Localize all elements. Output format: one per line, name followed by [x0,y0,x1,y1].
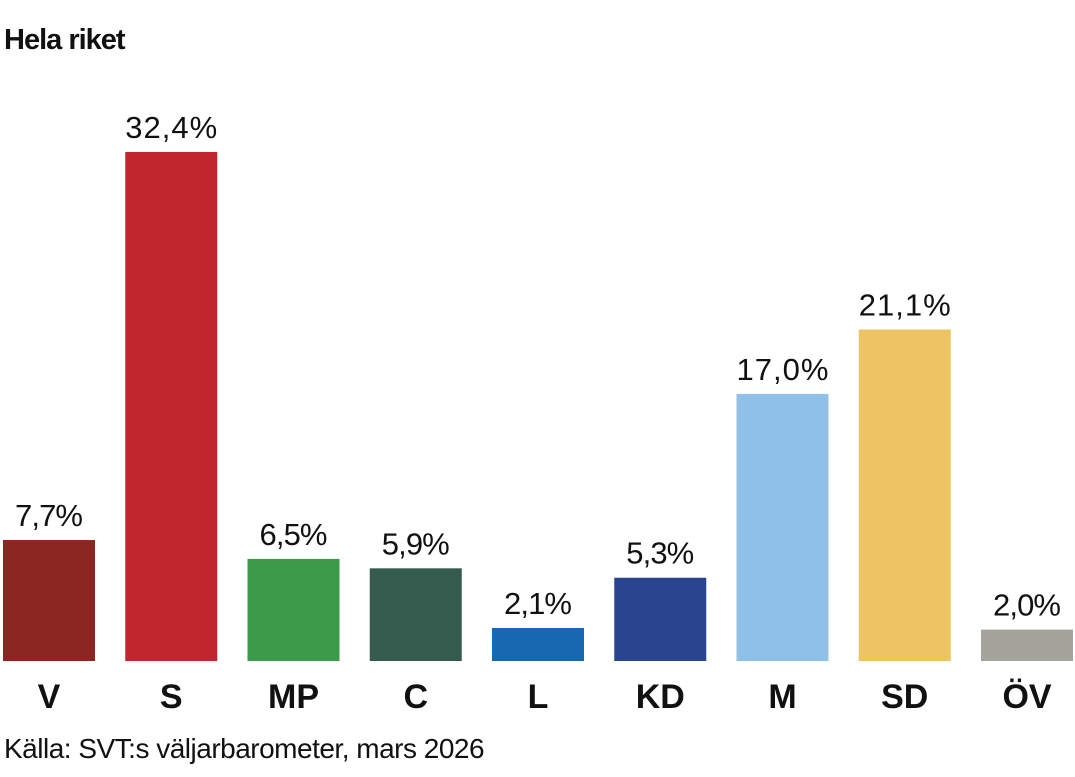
bar-c [369,568,462,661]
value-label: 2,1% [504,586,572,621]
category-label: L [528,678,549,716]
bar-öv [981,629,1073,661]
category-label: SD [881,678,928,716]
bar-m [736,393,829,661]
chart-title: Hela riket [4,24,126,56]
source-note: Källa: SVT:s väljarbarometer, mars 2026 [4,733,485,764]
category-label: V [38,678,61,716]
bar-kd [614,577,707,661]
bar-mp [247,558,340,661]
category-label: M [768,678,796,716]
value-label: 6,5% [260,517,328,552]
category-label: MP [268,678,319,716]
value-label: 21,1% [859,288,951,323]
category-label: ÖV [1002,678,1051,716]
value-label: 7,7% [15,498,83,533]
category-label: C [403,678,428,716]
category-label: KD [636,678,685,716]
value-label: 2,0% [993,588,1061,623]
bar-l [492,628,584,661]
value-label: 5,3% [626,536,694,571]
category-label: S [160,678,183,716]
bar-sd [858,329,951,661]
value-label: 5,9% [382,526,450,561]
bar-v [3,540,95,661]
value-label: 17,0% [737,352,829,387]
value-label: 32,4% [125,110,217,145]
bar-s [125,151,218,661]
